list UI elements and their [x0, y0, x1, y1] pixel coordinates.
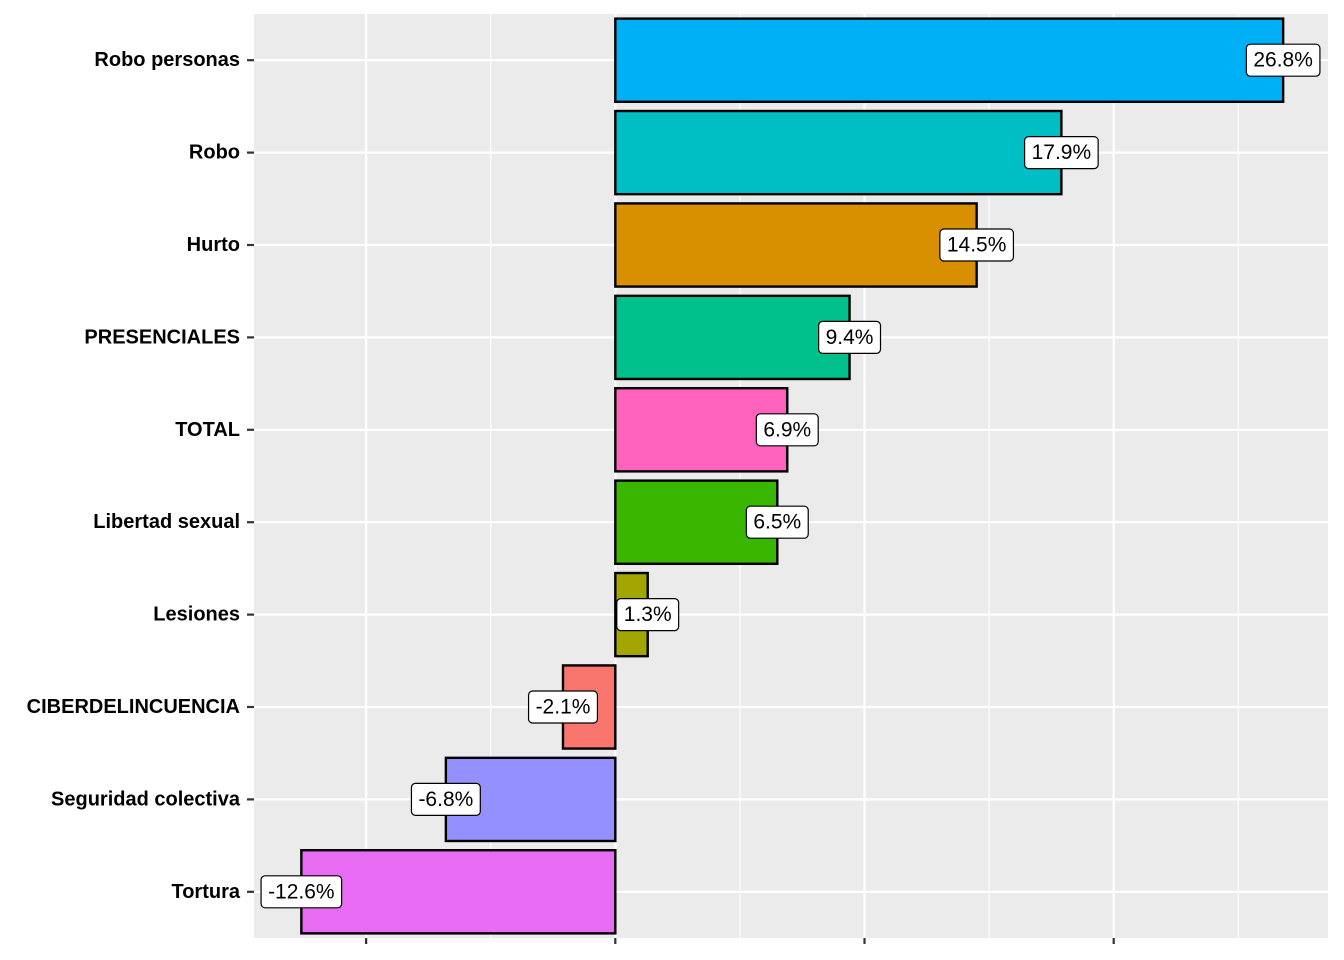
bar: [614, 109, 1063, 196]
data-labels: 26.8% 17.9% 14.5% 9.4% 6.9% 6.5% 1.3% -2.1% -6.8…: [260, 43, 1321, 909]
bars: [300, 17, 1285, 935]
data-label: 1.3%: [624, 603, 672, 626]
data-label: 17.9%: [1032, 141, 1092, 164]
bar: [614, 202, 978, 288]
data-label-box: [1245, 43, 1321, 77]
data-label: -2.1%: [536, 696, 591, 719]
data-label: 9.4%: [826, 326, 874, 349]
data-label-box: [527, 690, 599, 724]
y-tick-label: TOTAL: [175, 419, 240, 441]
bar: [300, 849, 617, 935]
x-axis: [365, 938, 1115, 944]
y-tick-label: Lesiones: [153, 604, 240, 626]
data-label-box: [616, 597, 680, 632]
data-label: 6.9%: [763, 418, 811, 441]
data-label-box: [818, 320, 882, 354]
data-label-box: [755, 413, 819, 447]
y-tick-label: Hurto: [187, 234, 240, 256]
bar: [614, 17, 1285, 103]
data-label-box: [939, 228, 1015, 262]
data-label: 6.5%: [753, 511, 801, 534]
y-tick-label: CIBERDELINCUENCIA: [27, 696, 240, 718]
y-tick-label: PRESENCIALES: [84, 326, 240, 348]
data-label-box: [410, 782, 481, 817]
y-tick-label: Robo personas: [94, 49, 240, 71]
y-axis: Robo personas Robo Hurto PRESENCIALES TOTAL L…: [27, 49, 254, 903]
data-label-box: [745, 505, 809, 539]
data-label: -6.8%: [418, 788, 473, 811]
data-label: 26.8%: [1253, 49, 1313, 72]
data-label-box: [1023, 136, 1099, 170]
data-label: -12.6%: [268, 880, 335, 903]
y-tick-label: Robo: [189, 142, 240, 164]
bar: [614, 294, 851, 381]
y-tick-label: Seguridad colectiva: [51, 788, 241, 810]
data-label: 14.5%: [947, 234, 1007, 257]
data-label-box: [260, 875, 343, 909]
y-tick-label: Tortura: [171, 881, 240, 903]
y-tick-label: Libertad sexual: [93, 511, 240, 533]
